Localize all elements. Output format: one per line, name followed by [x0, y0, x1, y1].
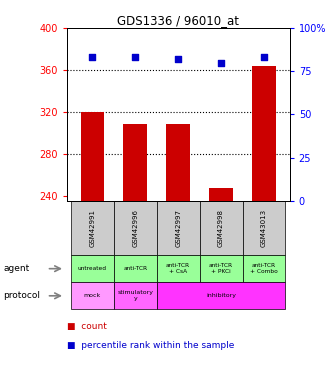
Bar [199, 201, 242, 255]
Bar [209, 188, 233, 201]
Bar [114, 201, 157, 255]
Text: GSM42991: GSM42991 [89, 209, 95, 247]
Bar [71, 255, 114, 282]
Text: GSM42997: GSM42997 [175, 209, 181, 247]
Point [133, 54, 138, 60]
Text: protocol: protocol [3, 291, 40, 300]
Text: anti-TCR
+ Combo: anti-TCR + Combo [250, 263, 278, 274]
Bar [242, 201, 285, 255]
Bar [157, 201, 199, 255]
Bar [252, 66, 276, 201]
Bar [124, 124, 147, 201]
Text: GSM42996: GSM42996 [132, 209, 138, 247]
Point [218, 60, 224, 66]
Text: GSM43013: GSM43013 [261, 209, 267, 247]
Text: anti-TCR
+ CsA: anti-TCR + CsA [166, 263, 190, 274]
Text: ■  percentile rank within the sample: ■ percentile rank within the sample [67, 340, 234, 350]
Point [175, 56, 181, 62]
Text: mock: mock [84, 293, 101, 298]
Text: agent: agent [3, 264, 30, 273]
Text: GSM42998: GSM42998 [218, 209, 224, 247]
Bar [81, 112, 104, 201]
Bar [71, 282, 114, 309]
Text: inhibitory: inhibitory [206, 293, 236, 298]
Title: GDS1336 / 96010_at: GDS1336 / 96010_at [117, 14, 239, 27]
Text: stimulatory
y: stimulatory y [117, 290, 153, 301]
Bar [157, 282, 285, 309]
Bar [114, 255, 157, 282]
Text: anti-TCR: anti-TCR [123, 266, 147, 271]
Point [90, 54, 95, 60]
Text: ■  count: ■ count [67, 322, 107, 331]
Bar [71, 201, 114, 255]
Bar [157, 255, 199, 282]
Text: anti-TCR
+ PKCi: anti-TCR + PKCi [209, 263, 233, 274]
Bar [166, 124, 190, 201]
Point [261, 54, 267, 60]
Bar [242, 255, 285, 282]
Bar [114, 282, 157, 309]
Text: untreated: untreated [78, 266, 107, 271]
Bar [199, 255, 242, 282]
